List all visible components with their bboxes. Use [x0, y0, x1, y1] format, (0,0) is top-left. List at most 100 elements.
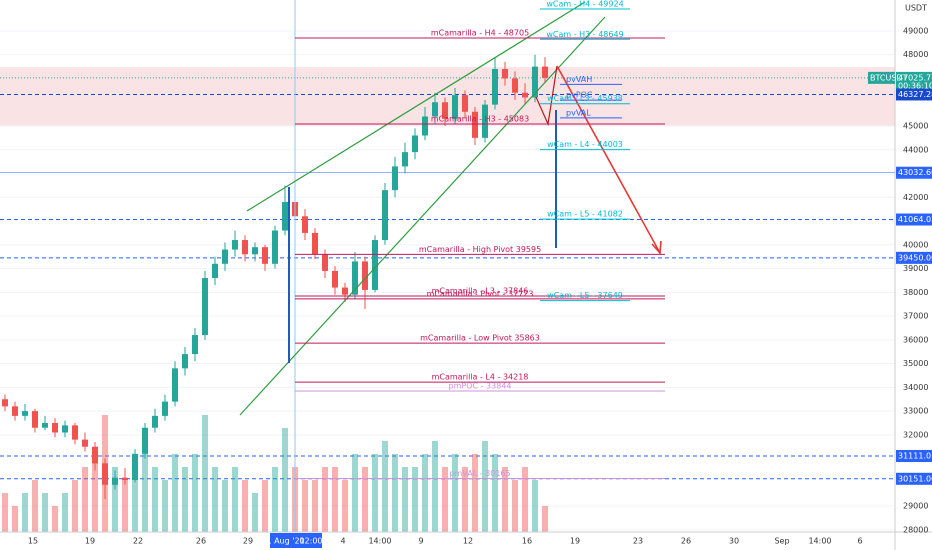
candle-body [132, 453, 138, 481]
candle-body [12, 406, 18, 416]
volume-bar [532, 480, 538, 532]
volume-bar [542, 506, 548, 532]
level-label: mCamarilla - Pivot - 37723 [427, 289, 534, 298]
candle-body [212, 263, 218, 279]
forecast-arrow [556, 65, 661, 254]
marks [2, 54, 548, 532]
x-tick-label: 26 [681, 537, 691, 546]
x-tick-label: 26 [196, 537, 206, 546]
candle-body [222, 249, 228, 264]
candle-body [372, 240, 378, 290]
y-tick-label: 36000 [903, 335, 928, 344]
candle-body [522, 92, 528, 98]
candle-body [362, 261, 368, 290]
candle-body [152, 415, 158, 428]
symbol: BTCUSDT [870, 73, 908, 82]
price-label: 31111.01 [898, 451, 932, 460]
candle-body [42, 422, 48, 428]
y-tick-label: 42000 [903, 193, 928, 202]
y-tick-label: 39000 [903, 264, 928, 273]
price-label-bg [896, 88, 932, 101]
candle-body [422, 116, 428, 136]
level-label: wCam - L5 - 41082 [547, 210, 623, 219]
level-label: wCam - L3 - 45938 [547, 94, 623, 103]
volume-bar [282, 428, 288, 532]
candle-body [302, 216, 308, 233]
countdown: 00:36:10 [898, 81, 932, 90]
price-label: 41064.05 [898, 215, 932, 224]
volume-bar [492, 454, 498, 532]
x-tick-label: 16 [522, 537, 532, 546]
x-tick-label: 12 [463, 537, 473, 546]
volume-bar [52, 506, 58, 532]
volume-bar [452, 454, 458, 532]
price-label: 30151.00 [898, 474, 932, 483]
volume-bar [142, 454, 148, 532]
volume-bar [22, 493, 28, 532]
candle-body [532, 66, 538, 98]
volume-bar [12, 506, 18, 532]
x-tick-label: 6 [857, 537, 862, 546]
volume-bar [392, 454, 398, 532]
candle-body [542, 66, 548, 78]
volume-bar [222, 480, 228, 532]
candle-body [272, 230, 278, 264]
volume-bar [42, 493, 48, 532]
price-label-bg [896, 449, 932, 462]
volume-bar [482, 441, 488, 532]
volume-bar [172, 454, 178, 532]
candle-body [452, 95, 458, 119]
arrow-head [651, 240, 662, 255]
volume-bar [32, 480, 38, 532]
x-tick-label: 4 [340, 537, 345, 546]
y-tick-label: 38000 [903, 288, 928, 297]
volume-bar [182, 467, 188, 532]
drawings: wCam - H4 - 49924 wCam - H3 - 48649 mCamar… [239, 0, 665, 532]
x-tick-label: Sep [774, 537, 789, 546]
x-tick-label: 14:00 [368, 537, 391, 546]
candle-body [192, 335, 198, 355]
volume-bar [192, 454, 198, 532]
candle-body [92, 446, 98, 464]
y-tick-label: 45000 [903, 121, 928, 130]
x-tick-label: 02:00 [299, 537, 322, 546]
candle-body [442, 102, 448, 119]
volume-bar [2, 493, 8, 532]
level-label: mCamarilla - L4 - 34218 [432, 373, 529, 382]
y-tick-label: 40000 [903, 240, 928, 249]
candle-body [472, 111, 478, 138]
x-tick-label: 15 [28, 537, 38, 546]
volume-bar [162, 480, 168, 532]
y-tick-label: 29000 [903, 502, 928, 511]
volume-bar [92, 454, 98, 532]
volume-bar [112, 467, 118, 532]
y-tick-label: 37000 [903, 312, 928, 321]
volume-bar [362, 467, 368, 532]
candle-body [52, 422, 58, 433]
candle-body [412, 135, 418, 153]
volume-bar [412, 467, 418, 532]
x-tick-label: 22 [133, 537, 143, 546]
volume-bar [462, 467, 468, 532]
candle-body [492, 68, 498, 105]
candle-body [262, 247, 268, 264]
volume-bar [422, 454, 428, 532]
volume-bar [332, 467, 338, 532]
volume-bar [432, 441, 438, 532]
candle-body [102, 463, 108, 485]
y-tick-label: 35000 [903, 359, 928, 368]
candle-body [242, 240, 248, 255]
x-tick-label: 19 [570, 537, 580, 546]
volume-bar [352, 454, 358, 532]
currency-label: USDT [905, 4, 927, 13]
y-tick-label: 33000 [903, 407, 928, 416]
level-label: mCamarilla - Low Pivot 35863 [420, 334, 540, 343]
level-label: mCamarilla - High Pivot 39595 [419, 245, 541, 254]
volume-bar [382, 441, 388, 532]
trend-line [239, 16, 606, 416]
candle-body [312, 232, 318, 255]
candle-body [282, 202, 288, 231]
candle-body [482, 104, 488, 138]
grid [0, 30, 895, 531]
